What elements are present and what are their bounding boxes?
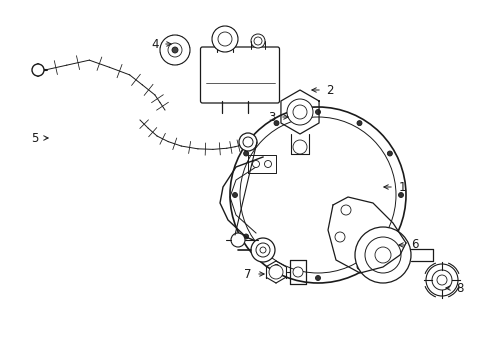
Text: 4: 4 xyxy=(151,37,159,50)
Circle shape xyxy=(243,137,252,147)
Circle shape xyxy=(230,233,244,247)
Text: 3: 3 xyxy=(268,111,275,123)
Circle shape xyxy=(256,243,269,257)
Circle shape xyxy=(260,247,265,253)
Circle shape xyxy=(239,133,257,151)
Circle shape xyxy=(340,205,350,215)
Circle shape xyxy=(250,34,264,48)
Circle shape xyxy=(436,275,446,285)
Circle shape xyxy=(398,193,403,198)
Circle shape xyxy=(273,121,279,126)
Circle shape xyxy=(243,234,248,239)
Circle shape xyxy=(431,270,451,290)
Circle shape xyxy=(160,35,190,65)
Circle shape xyxy=(212,26,238,52)
Circle shape xyxy=(386,151,391,156)
Text: 8: 8 xyxy=(455,282,463,294)
Circle shape xyxy=(354,227,410,283)
Circle shape xyxy=(315,109,320,114)
Circle shape xyxy=(252,161,259,167)
FancyBboxPatch shape xyxy=(200,47,279,103)
Circle shape xyxy=(292,140,306,154)
Circle shape xyxy=(356,121,361,126)
Circle shape xyxy=(334,232,345,242)
Circle shape xyxy=(292,105,306,119)
Circle shape xyxy=(386,234,391,239)
Circle shape xyxy=(32,64,44,76)
Circle shape xyxy=(273,264,279,269)
Text: 6: 6 xyxy=(410,239,418,252)
Circle shape xyxy=(172,47,178,53)
Text: 7: 7 xyxy=(244,267,251,280)
Text: 2: 2 xyxy=(325,84,333,96)
Text: 1: 1 xyxy=(397,180,405,194)
Circle shape xyxy=(218,32,231,46)
Circle shape xyxy=(356,264,361,269)
Circle shape xyxy=(268,265,283,279)
Circle shape xyxy=(240,117,395,273)
Circle shape xyxy=(232,193,237,198)
Circle shape xyxy=(264,161,271,167)
Circle shape xyxy=(250,238,274,262)
Circle shape xyxy=(243,151,248,156)
Circle shape xyxy=(286,99,312,125)
Circle shape xyxy=(425,264,457,296)
Circle shape xyxy=(292,267,303,277)
Circle shape xyxy=(374,247,390,263)
Circle shape xyxy=(253,37,262,45)
Text: 5: 5 xyxy=(31,131,39,144)
Circle shape xyxy=(229,107,405,283)
Circle shape xyxy=(364,237,400,273)
Circle shape xyxy=(315,275,320,280)
Circle shape xyxy=(168,43,182,57)
